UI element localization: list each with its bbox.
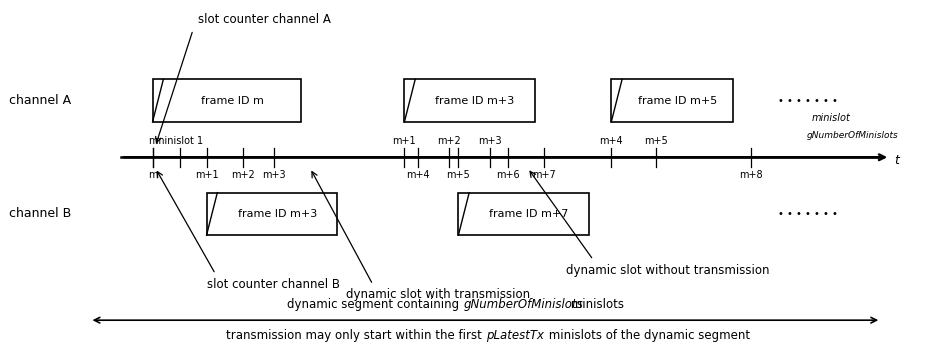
Text: m: m — [148, 170, 158, 180]
Text: channel B: channel B — [9, 207, 72, 220]
Text: minislot: minislot — [812, 112, 851, 122]
Text: m+1: m+1 — [392, 136, 417, 146]
Text: frame ID m+3: frame ID m+3 — [238, 209, 317, 219]
Text: minislots of the dynamic segment: minislots of the dynamic segment — [544, 329, 750, 342]
Text: minislot 1: minislot 1 — [156, 136, 203, 146]
Text: dynamic segment containing: dynamic segment containing — [287, 298, 463, 311]
Text: frame ID m+7: frame ID m+7 — [489, 209, 569, 219]
Text: m+4: m+4 — [406, 170, 430, 180]
Text: • • • • • • •: • • • • • • • — [777, 96, 838, 106]
Text: m+5: m+5 — [644, 136, 668, 146]
Text: m+7: m+7 — [532, 170, 555, 180]
Text: channel A: channel A — [9, 94, 72, 107]
Text: m+6: m+6 — [496, 170, 520, 180]
Text: slot counter channel A: slot counter channel A — [198, 13, 331, 26]
Text: dynamic slot with transmission: dynamic slot with transmission — [346, 288, 530, 301]
Text: frame ID m+5: frame ID m+5 — [637, 96, 717, 106]
Text: m: m — [148, 136, 158, 146]
Text: frame ID m: frame ID m — [200, 96, 264, 106]
FancyBboxPatch shape — [459, 193, 589, 235]
Text: m+2: m+2 — [437, 136, 461, 146]
FancyBboxPatch shape — [404, 79, 535, 122]
Text: pLatestTx: pLatestTx — [487, 329, 544, 342]
Text: t: t — [895, 154, 899, 167]
FancyBboxPatch shape — [207, 193, 337, 235]
Text: m+8: m+8 — [739, 170, 762, 180]
Text: m+4: m+4 — [599, 136, 624, 146]
Text: dynamic slot without transmission: dynamic slot without transmission — [567, 263, 770, 277]
Text: transmission may only start within the first: transmission may only start within the f… — [226, 329, 486, 342]
Text: m+2: m+2 — [230, 170, 254, 180]
Text: m+3: m+3 — [478, 136, 501, 146]
FancyBboxPatch shape — [611, 79, 733, 122]
Text: minislots: minislots — [568, 298, 624, 311]
Text: slot counter channel B: slot counter channel B — [207, 278, 339, 291]
FancyBboxPatch shape — [153, 79, 301, 122]
Text: gNumberOfMinislots: gNumberOfMinislots — [806, 131, 898, 140]
Text: m+3: m+3 — [262, 170, 286, 180]
Text: • • • • • • •: • • • • • • • — [777, 209, 838, 219]
Text: m+5: m+5 — [446, 170, 471, 180]
Text: frame ID m+3: frame ID m+3 — [435, 96, 514, 106]
Text: gNumberOfMinislots: gNumberOfMinislots — [464, 298, 583, 311]
Text: m+1: m+1 — [195, 170, 218, 180]
